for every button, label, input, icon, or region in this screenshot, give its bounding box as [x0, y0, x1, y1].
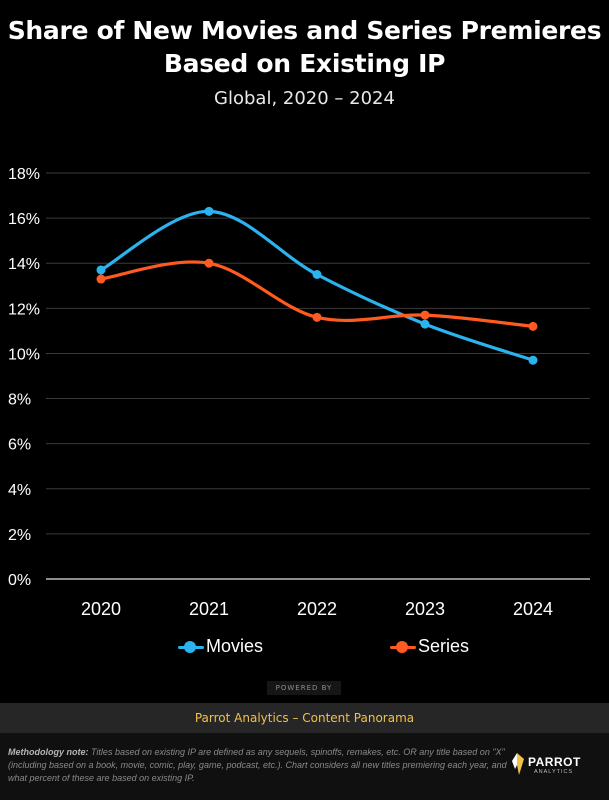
y-tick-label: 14%: [8, 256, 40, 273]
chart-legend: Movies Series: [0, 636, 609, 660]
methodology-text: Titles based on existing IP are defined …: [8, 747, 507, 783]
chart-subtitle: Global, 2020 – 2024: [214, 88, 395, 109]
line-chart: 0% 2% 4% 6% 8% 10% 12% 14% 16% 18% 2020 2021 2022 20…: [8, 166, 590, 619]
data-point-series: [96, 274, 106, 284]
legend-item-series: Series: [390, 636, 469, 657]
y-tick-label: 0%: [8, 572, 31, 589]
data-point-movies: [204, 206, 214, 216]
data-point-movies: [312, 270, 322, 279]
x-tick-label: 2021: [189, 599, 229, 619]
data-point-series: [312, 312, 322, 322]
parrot-analytics-logo: PARROT ANALYTICS: [510, 751, 600, 781]
legend-item-movies: Movies: [178, 636, 263, 657]
chart-title-line-2: Based on Existing IP: [163, 49, 446, 78]
y-tick-label: 12%: [8, 301, 40, 318]
footer: Methodology note: Titles based on existi…: [0, 733, 609, 800]
legend-label-movies: Movies: [206, 636, 264, 656]
legend-label-series: Series: [418, 636, 470, 656]
legend-swatch-series: [390, 640, 416, 654]
y-tick-label: 8%: [8, 392, 31, 409]
data-point-movies: [420, 319, 430, 329]
series-line-movies: [99, 209, 535, 362]
chart-title: Share of New Movies and Series Premieres…: [0, 14, 609, 80]
source-bar: Parrot Analytics – Content Panorama: [0, 703, 609, 733]
data-point-movies: [96, 265, 106, 275]
methodology-note: Methodology note: Titles based on existi…: [8, 746, 508, 785]
y-tick-label: 6%: [8, 437, 31, 454]
x-tick-label: 2022: [297, 599, 337, 619]
y-tick-label: 4%: [8, 482, 31, 499]
data-point-series: [204, 258, 214, 268]
methodology-label: Methodology note:: [8, 747, 89, 757]
y-tick-label: 2%: [8, 527, 31, 544]
y-tick-label: 18%: [8, 166, 40, 183]
data-point-movies: [528, 355, 538, 365]
powered-by-label: POWERED BY: [267, 681, 341, 695]
data-point-series: [420, 310, 430, 320]
y-tick-label: 10%: [8, 346, 40, 363]
data-point-series: [528, 321, 538, 331]
x-tick-label: 2024: [513, 599, 553, 619]
x-tick-label: 2023: [405, 599, 445, 619]
logo-name: PARROT: [528, 755, 581, 769]
y-tick-label: 16%: [8, 211, 40, 228]
chart-title-line-1: Share of New Movies and Series Premieres: [7, 16, 602, 45]
x-tick-label: 2020: [81, 599, 121, 619]
logo-sub: ANALYTICS: [534, 769, 574, 775]
legend-swatch-movies: [178, 640, 204, 654]
parrot-logo-icon: [512, 753, 524, 775]
